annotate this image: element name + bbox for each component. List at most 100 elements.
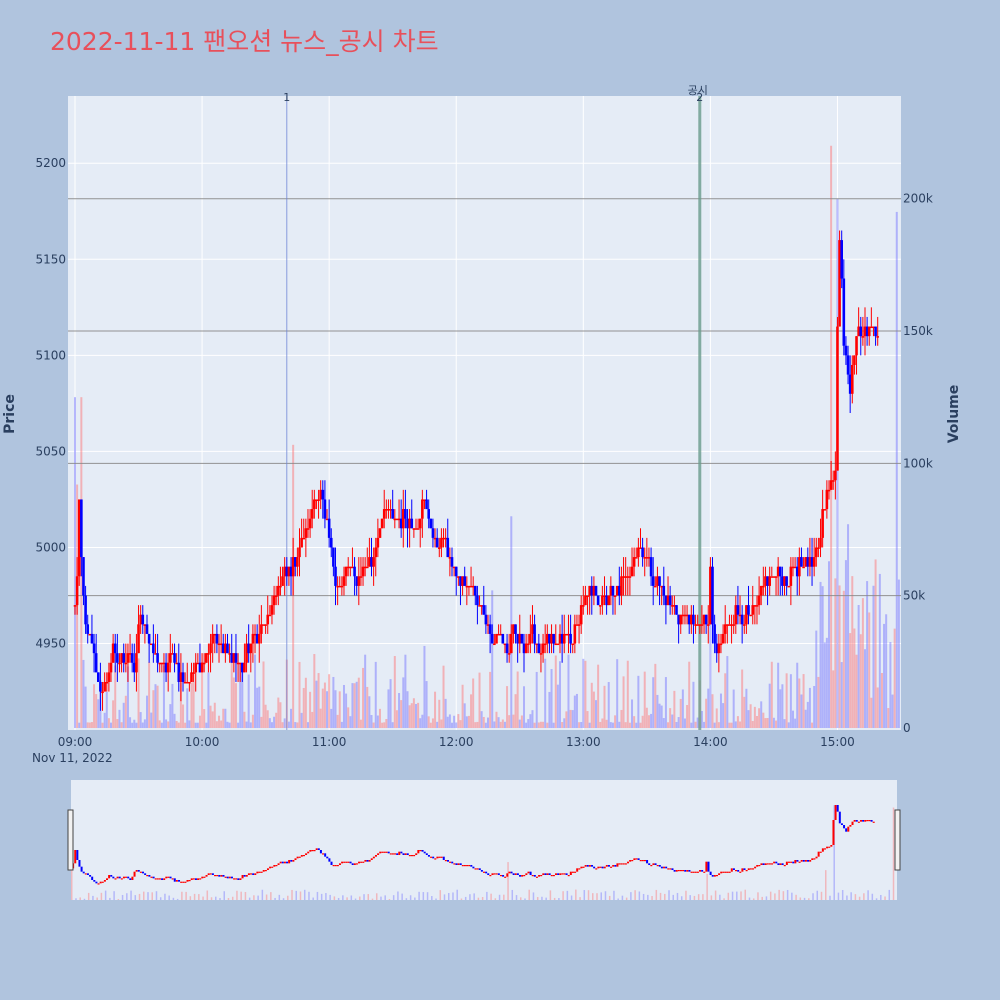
slider-candle — [173, 878, 176, 882]
slider-volume-bar — [490, 893, 492, 900]
candle-body — [429, 518, 433, 529]
candle-body — [734, 605, 738, 625]
volume-bar — [677, 717, 680, 728]
slider-candle — [510, 871, 513, 874]
volume-bar — [417, 702, 420, 728]
volume-grid-lines — [68, 198, 901, 597]
volume-bar — [573, 695, 576, 728]
volume-bar — [637, 675, 640, 728]
slider-candle — [711, 875, 714, 877]
volume-bar — [165, 719, 168, 728]
candle-body — [190, 672, 193, 682]
candle-body — [711, 566, 714, 625]
volume-bar — [209, 705, 212, 728]
volume-bar — [133, 719, 136, 728]
candle-body — [382, 509, 386, 519]
volume-bar — [667, 722, 670, 728]
volume-bar — [789, 674, 792, 728]
slider-candle — [569, 871, 572, 875]
candle-body — [427, 509, 430, 519]
slider-volume-bar — [151, 892, 153, 900]
candle-body — [105, 681, 109, 684]
slider-volume-bar — [520, 897, 522, 900]
slider-candle — [756, 865, 759, 867]
candle-body — [205, 653, 208, 663]
slider-candle — [186, 880, 189, 882]
slider-volume-bar — [668, 890, 670, 900]
volume-bar — [806, 701, 809, 728]
slider-candle — [696, 871, 699, 873]
slider-candle — [364, 860, 367, 862]
candle-body — [573, 624, 577, 644]
volume-bar — [715, 708, 718, 728]
slider-volume-bar — [164, 893, 166, 900]
volume-bar — [429, 722, 432, 728]
slider-volume-bar — [706, 873, 708, 900]
candle-body — [645, 557, 649, 559]
candle-body — [639, 547, 642, 549]
candle-body — [590, 585, 594, 596]
range-slider[interactable] — [71, 780, 897, 900]
range-slider-left-handle[interactable] — [67, 809, 74, 871]
slider-candle — [396, 853, 399, 855]
candle-body — [344, 566, 348, 577]
slider-candle — [146, 875, 149, 877]
slider-candle — [461, 865, 464, 867]
candle-body — [270, 605, 274, 615]
slider-candle — [483, 871, 485, 873]
volume-bar — [503, 721, 506, 728]
volume-bar — [739, 721, 742, 728]
slider-candle — [167, 876, 170, 878]
candle-body — [332, 547, 335, 567]
candle-body — [80, 499, 83, 558]
volume-bar — [90, 722, 93, 728]
volume-bar — [247, 674, 250, 728]
candle-body — [692, 614, 695, 625]
volume-bar — [493, 721, 496, 728]
volume-tick-label: 100k — [903, 456, 933, 470]
slider-candle — [296, 856, 299, 859]
candle-body — [857, 326, 860, 337]
volume-bar — [821, 586, 824, 728]
volume-axis-title: Volume — [946, 385, 962, 444]
slider-candle — [718, 873, 721, 875]
candle-body — [152, 643, 155, 654]
slider-volume-bar — [837, 892, 840, 900]
candle-body — [247, 643, 250, 654]
slider-candle — [233, 878, 236, 880]
slider-candle — [622, 863, 625, 865]
price-tick-label: 5150 — [35, 252, 66, 266]
slider-volume-bar — [664, 893, 666, 900]
slider-candle — [783, 865, 786, 867]
candle-body — [238, 662, 242, 665]
slider-candle — [311, 850, 314, 852]
volume-bar — [550, 669, 553, 728]
slider-volume-bar — [325, 893, 327, 900]
candle-body — [293, 557, 297, 567]
candle-body — [444, 537, 447, 540]
candle-body — [814, 547, 818, 558]
volume-bar — [501, 719, 504, 728]
slider-candle — [417, 850, 420, 854]
slider-volume-bar — [350, 895, 353, 900]
candle-body — [154, 653, 157, 655]
range-slider-right-handle[interactable] — [894, 809, 901, 871]
slider-volume-bar — [117, 899, 120, 900]
time-tick-label: 14:00 — [693, 735, 728, 749]
candle-body — [260, 624, 263, 634]
volume-bar — [256, 687, 259, 728]
candle-body — [834, 470, 837, 481]
slider-candle — [798, 861, 801, 863]
volume-bar — [895, 211, 898, 728]
slider-candle — [271, 866, 274, 868]
volume-bar — [590, 682, 593, 728]
candle-body — [410, 518, 414, 529]
slider-volume-bar — [752, 898, 755, 900]
candle-body — [277, 585, 280, 596]
slider-volume-bar — [409, 895, 412, 900]
slider-candle — [372, 856, 375, 859]
volume-bar — [626, 660, 629, 728]
slider-candle — [237, 878, 240, 880]
slider-candle — [677, 870, 680, 872]
slider-candle — [663, 866, 666, 869]
